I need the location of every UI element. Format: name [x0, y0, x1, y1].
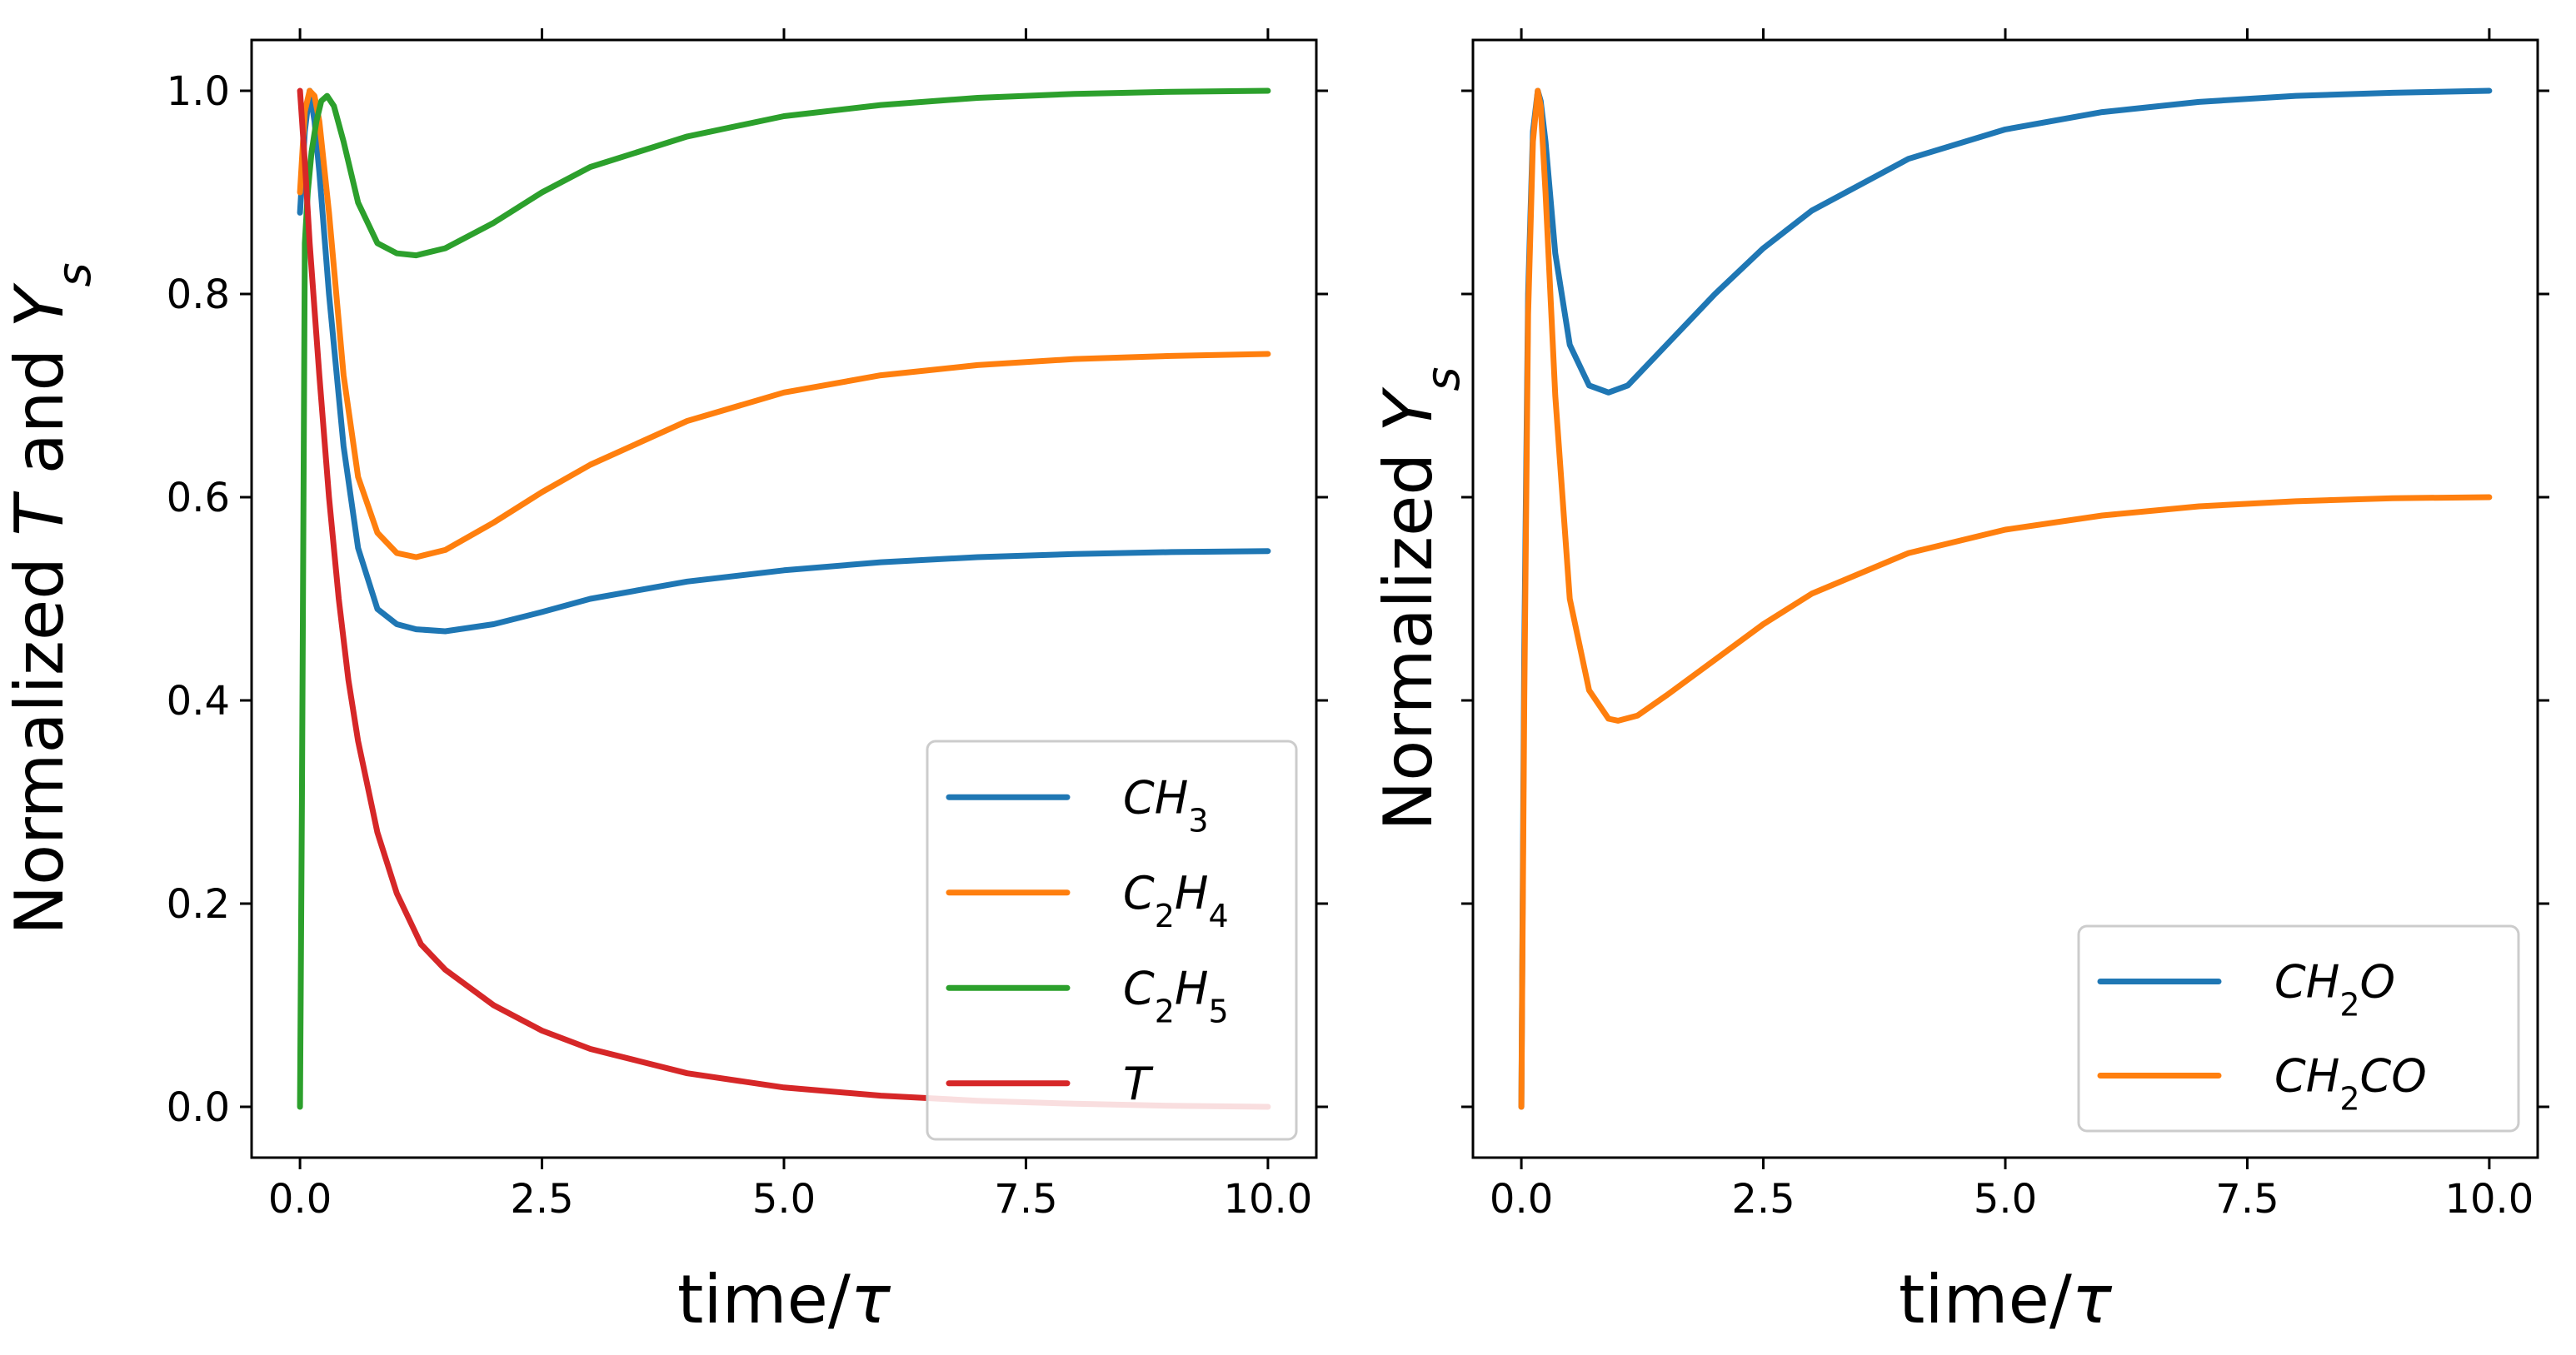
right-chart-panel: 0.0 2.5 5.0 7.5 10.0 time/τ Normalized Ys CH… [1370, 28, 2549, 1338]
left-y-tick-label: 0.6 [167, 475, 230, 521]
right-series-ch2co-line [1518, 87, 2493, 1110]
right-y-axis-label: Normalized Ys [1370, 366, 1470, 830]
left-series-c2h4-line [297, 87, 1271, 560]
left-x-tick-label: 7.5 [994, 1176, 1057, 1223]
left-y-tick-label: 1.0 [167, 68, 230, 115]
left-legend-label-c2h5: C2H5 [1123, 962, 1229, 1029]
left-ticks-layer: 0.0 2.5 5.0 7.5 10.0 0.0 0.2 0.4 0.6 0.8 1.0 [167, 28, 1328, 1223]
right-legend: CH2O CH2CO [2077, 924, 2520, 1133]
left-y-tick-label: 0.8 [167, 271, 230, 318]
left-y-tick-label: 0.4 [167, 678, 230, 725]
left-series-ch3-line [297, 87, 1271, 635]
right-x-tick-label: 2.5 [1731, 1176, 1795, 1223]
left-legend: CH3 C2H4 C2H5 T [926, 740, 1298, 1141]
left-x-tick-label: 2.5 [510, 1176, 573, 1223]
right-x-tick-label: 5.0 [1974, 1176, 2037, 1223]
right-x-tick-label: 7.5 [2215, 1176, 2279, 1223]
left-x-tick-label: 0.0 [268, 1176, 332, 1223]
right-series-layer [1518, 87, 2493, 1110]
right-x-tick-label: 0.0 [1490, 1176, 1553, 1223]
left-x-axis-label: time/τ [677, 1261, 891, 1338]
left-x-tick-label: 5.0 [752, 1176, 816, 1223]
right-ticks-layer: 0.0 2.5 5.0 7.5 10.0 [1461, 28, 2549, 1223]
left-legend-box [926, 740, 1298, 1141]
left-x-tick-label: 10.0 [1223, 1176, 1312, 1223]
left-y-tick-label: 0.0 [167, 1084, 230, 1131]
right-legend-box [2077, 924, 2520, 1133]
left-y-tick-label: 0.2 [167, 881, 230, 928]
left-chart-panel: 0.0 2.5 5.0 7.5 10.0 0.0 0.2 0.4 0.6 0.8 1.0 time/… [1, 28, 1328, 1338]
right-legend-label-ch2o: CH2O [2274, 956, 2395, 1024]
left-legend-label-c2h4: C2H4 [1123, 867, 1229, 934]
left-legend-label-t: T [1123, 1058, 1154, 1110]
right-x-axis-label: time/τ [1899, 1261, 2113, 1338]
right-x-tick-label: 10.0 [2444, 1176, 2534, 1223]
left-series-c2h5-line [297, 87, 1271, 1110]
left-y-axis-label: Normalized T and Ys [1, 262, 102, 934]
right-legend-label-ch2co: CH2CO [2274, 1050, 2427, 1118]
left-legend-label-ch3: CH3 [1123, 771, 1209, 839]
